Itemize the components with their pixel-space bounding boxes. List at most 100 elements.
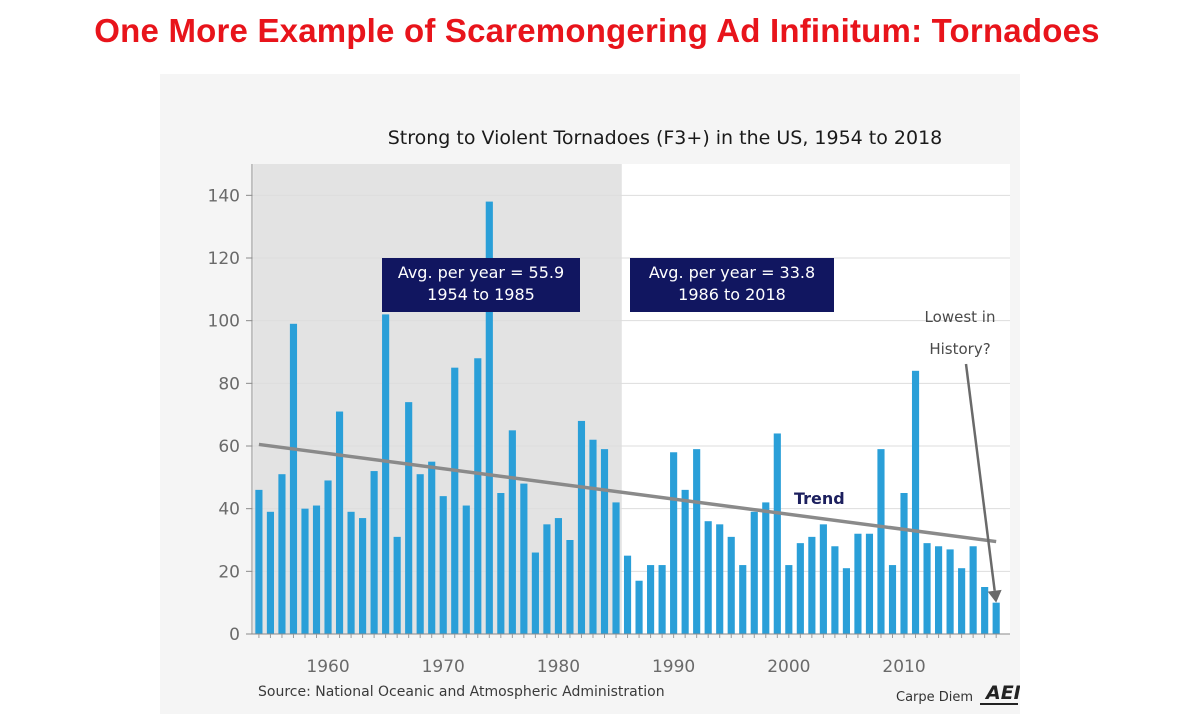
bar [635,580,643,634]
bar [312,505,321,634]
bar [359,518,367,634]
bar [577,420,586,634]
annotation-box-late [630,258,834,312]
bar [911,370,920,634]
bar [670,452,678,634]
bar [600,449,609,634]
bar [716,524,724,634]
bar [808,536,816,634]
bar [266,511,275,634]
bar [382,314,390,634]
bar [589,439,597,634]
source-note: Source: National Oceanic and Atmospheric… [258,684,665,700]
callout-line2: History? [929,340,990,358]
annotation-box-early [382,258,580,312]
bar [854,533,862,634]
annotation-early-line1: Avg. per year = 55.9 [398,263,564,282]
bar [796,543,804,634]
bar [819,524,827,634]
bar [508,430,516,634]
annotation-late-line2: 1986 to 2018 [678,285,786,304]
bar [946,549,954,634]
bar [485,201,493,634]
bar [531,552,539,634]
bar [520,483,528,634]
bar [324,480,332,634]
brand-name: Carpe Diem [896,690,973,705]
bar [958,568,966,634]
trend-line [258,442,997,544]
y-tick-label: 80 [218,374,240,394]
x-tick-labels: 1960 1970 1980 1990 2000 2010 [306,657,925,677]
bar [704,521,712,634]
bar [992,602,1000,634]
bar [428,461,436,634]
bar [785,565,793,634]
x-tick-label: 1970 [422,657,465,677]
bar [923,543,931,634]
callout-arrowhead [987,589,1002,603]
annotation-early-line2: 1954 to 1985 [427,285,535,304]
bar [647,565,655,634]
bar [335,411,344,634]
x-tick-label: 2010 [882,657,925,677]
bar [831,546,839,634]
bars [255,201,1000,634]
grid-lines [252,194,1010,572]
bar [301,508,309,634]
bar [981,587,989,634]
bar [416,474,424,634]
bar [347,511,355,634]
aei-logo: AEI [984,682,1020,704]
bar [681,489,689,634]
bar [865,533,874,634]
tornado-chart: 0 20 40 60 80 100 120 140 1960 1970 1980 1990 2000 2… [208,127,1020,705]
bar [451,367,459,634]
bar [693,449,701,634]
bar [278,474,286,634]
bar [888,565,897,634]
x-tick-label: 2000 [767,657,810,677]
y-tick-labels: 0 20 40 60 80 100 120 140 [208,186,240,645]
bar [658,565,666,634]
axes [246,164,1010,638]
callout-arrow [964,363,996,591]
bar [497,493,505,634]
x-tick-label: 1960 [306,657,349,677]
y-tick-label: 120 [208,249,240,269]
bar [773,433,781,634]
bar [739,565,747,634]
bar [623,555,632,634]
bar [969,546,977,634]
bar [554,518,562,634]
y-tick-label: 40 [218,500,240,520]
bar [612,502,620,634]
y-tick-label: 0 [229,625,240,645]
bar [566,540,574,634]
bar [289,323,298,634]
x-tick-label: 1980 [537,657,580,677]
chart-frame: 0 20 40 60 80 100 120 140 1960 1970 1980 1990 2000 2… [160,74,1020,714]
y-tick-label: 140 [208,186,240,206]
bar [762,502,770,634]
bar [370,471,378,634]
bar [877,449,885,634]
slide-title: One More Example of Scaremongering Ad In… [94,12,1100,49]
bar [393,536,401,634]
bar [842,568,850,634]
bar [935,546,943,634]
callout-line1: Lowest in [925,308,996,326]
bar [900,493,908,634]
x-tick-label: 1990 [652,657,695,677]
bar [405,402,413,634]
chart-title: Strong to Violent Tornadoes (F3+) in the… [388,127,943,149]
trend-label: Trend [794,489,845,508]
y-tick-label: 20 [218,562,240,582]
bar [462,505,470,634]
bar [727,536,735,634]
bar [439,496,447,634]
y-tick-label: 100 [208,312,240,332]
bar [750,511,758,634]
annotation-late-line1: Avg. per year = 33.8 [649,263,815,282]
bar [255,489,263,634]
